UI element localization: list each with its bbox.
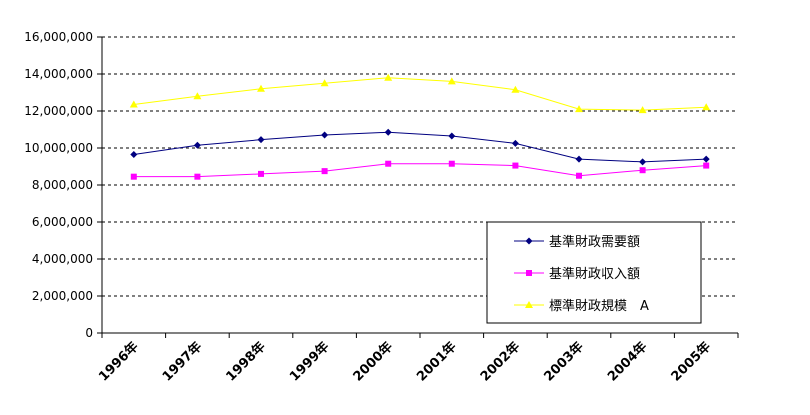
legend-label: 基準財政収入額 <box>549 266 640 282</box>
y-tick-label: 12,000,000 <box>24 104 93 118</box>
x-tick-label: 2005年 <box>668 339 714 385</box>
y-tick-label: 0 <box>85 326 93 340</box>
y-axis-ticks: 0 2,000,000 4,000,000 6,000,000 8,000,000 10,… <box>24 30 93 340</box>
data-point <box>448 160 455 167</box>
series-1 <box>130 128 710 166</box>
x-tick-label: 2001年 <box>414 339 460 385</box>
legend-entry: 標準財政規模 A <box>514 298 649 314</box>
x-tick-label: 1998年 <box>223 339 269 385</box>
data-point <box>257 136 265 144</box>
x-tick-label: 2003年 <box>541 339 587 385</box>
legend-label: 標準財政規模 A <box>549 298 649 314</box>
x-tick-label: 1999年 <box>286 339 332 385</box>
series <box>129 73 711 180</box>
y-tick-label: 4,000,000 <box>32 252 93 266</box>
series-line <box>133 163 707 178</box>
y-tick-label: 2,000,000 <box>32 289 93 303</box>
legend-marker <box>525 301 533 308</box>
data-point <box>193 141 201 149</box>
y-tick-label: 6,000,000 <box>32 215 93 229</box>
data-point <box>384 73 393 81</box>
x-tick-label: 2004年 <box>604 339 650 385</box>
x-axis-ticks: 1996年 1997年 1998年 1999年 2000年 2001年 2002年 2003年… <box>96 339 714 385</box>
data-point <box>448 132 456 140</box>
data-point <box>638 106 647 114</box>
series-line <box>133 77 707 111</box>
data-point <box>257 84 265 92</box>
x-tick-label: 2002年 <box>477 339 523 385</box>
series-3 <box>129 73 711 114</box>
data-point <box>575 155 583 163</box>
data-point <box>194 173 201 180</box>
legend-entry: 基準財政収入額 <box>514 266 640 282</box>
y-tick-label: 10,000,000 <box>24 141 93 155</box>
series-2 <box>130 160 710 180</box>
data-point <box>639 167 646 174</box>
data-point <box>130 150 138 158</box>
data-point <box>321 168 328 175</box>
y-tick-label: 14,000,000 <box>24 67 93 81</box>
data-point <box>130 173 137 180</box>
data-point <box>576 172 582 179</box>
data-point <box>447 77 456 85</box>
data-point <box>703 162 710 169</box>
legend-marker <box>525 237 533 245</box>
data-point <box>384 128 392 136</box>
x-tick-label: 1996年 <box>96 339 142 385</box>
series-line <box>133 131 707 163</box>
data-point <box>512 162 519 169</box>
data-point <box>639 158 647 166</box>
data-point <box>193 92 202 100</box>
legend-label: 基準財政需要額 <box>549 234 640 250</box>
x-tick-label: 2000年 <box>350 339 396 385</box>
data-point <box>129 100 138 108</box>
y-tick-label: 16,000,000 <box>24 30 93 44</box>
data-point <box>321 131 329 139</box>
data-point <box>258 170 264 177</box>
x-tick-label: 1997年 <box>159 339 205 385</box>
y-tick-label: 8,000,000 <box>32 178 93 192</box>
data-point <box>702 103 711 111</box>
data-point <box>511 139 519 147</box>
data-point <box>320 79 329 87</box>
legend-marker <box>526 270 532 276</box>
legend-entry: 基準財政需要額 <box>514 234 640 250</box>
data-point <box>702 155 710 163</box>
data-point <box>511 85 520 93</box>
data-point <box>575 105 583 113</box>
data-point <box>385 160 392 167</box>
axes <box>97 36 739 338</box>
